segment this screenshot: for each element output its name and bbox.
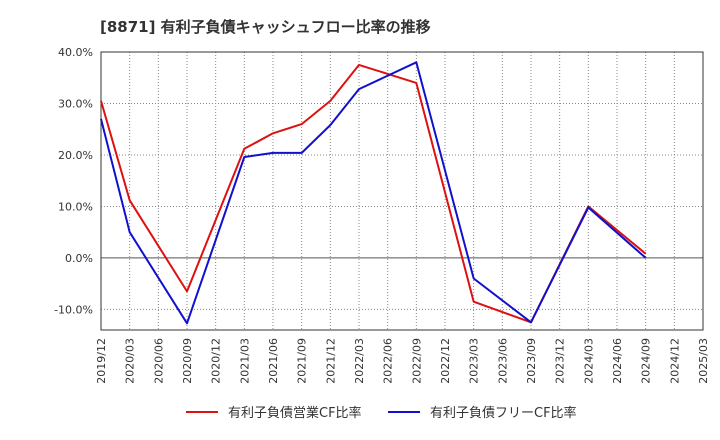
x-tick-label: 2022/09	[410, 338, 423, 384]
x-tick-label: 2022/03	[353, 338, 366, 384]
x-tick-label: 2022/12	[439, 338, 452, 384]
axes	[100, 51, 704, 331]
x-tick-label: 2024/09	[640, 338, 653, 384]
x-tick-label: 2020/03	[124, 338, 137, 384]
x-tick-label: 2021/09	[296, 338, 309, 384]
plot-border	[100, 51, 704, 331]
y-tick-label: 40.0%	[58, 46, 93, 59]
x-tick-label: 2019/12	[95, 338, 108, 384]
chart-title: [8871] 有利子負債キャッシュフロー比率の推移	[100, 18, 431, 36]
x-tick-label: 2024/03	[582, 338, 595, 384]
x-tick-label: 2022/06	[382, 338, 395, 384]
legend-label-1: 有利子負債営業CF比率	[228, 405, 362, 421]
x-tick-label: 2023/06	[496, 338, 509, 384]
legend: 有利子負債営業CF比率 有利子負債フリーCF比率	[186, 405, 577, 421]
y-tick-label: 0.0%	[65, 252, 93, 265]
y-tick-label: 20.0%	[58, 149, 93, 162]
x-tick-label: 2024/12	[668, 338, 681, 384]
series-line-2	[100, 61, 647, 325]
x-tick-label: 2021/03	[238, 338, 251, 384]
y-tick-label: 30.0%	[58, 97, 93, 110]
x-tick-label: 2024/06	[611, 338, 624, 384]
grid-lines	[101, 51, 703, 330]
x-tick-label: 2025/03	[697, 338, 710, 384]
x-tick-label: 2021/06	[267, 338, 280, 384]
x-tick-label: 2023/09	[525, 338, 538, 384]
x-tick-label: 2020/09	[181, 338, 194, 384]
x-tick-labels: 2019/12 2020/03 2020/06 2020/09 2020/12 2021/…	[95, 338, 710, 384]
y-tick-label: 10.0%	[58, 200, 93, 213]
series-lines	[100, 61, 647, 325]
x-tick-label: 2021/12	[324, 338, 337, 384]
x-tick-label: 2020/06	[152, 338, 165, 384]
x-tick-label: 2020/12	[210, 338, 223, 384]
x-tick-label: 2023/12	[554, 338, 567, 384]
y-tick-label: -10.0%	[54, 303, 93, 316]
y-tick-labels: 40.0% 30.0% 20.0% 10.0% 0.0% -10.0%	[54, 46, 93, 316]
legend-label-2: 有利子負債フリーCF比率	[430, 405, 577, 421]
x-tick-label: 2023/03	[468, 338, 481, 384]
